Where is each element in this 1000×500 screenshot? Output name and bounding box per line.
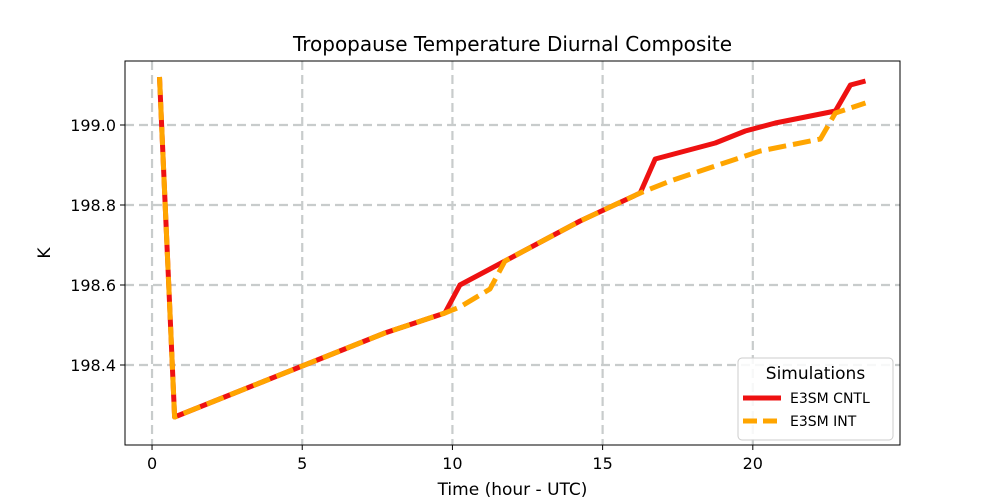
y-tick-label: 199.0 [70, 116, 116, 135]
y-tick-label: 198.8 [70, 196, 116, 215]
x-tick-label: 20 [743, 454, 763, 473]
x-tick-label: 5 [297, 454, 307, 473]
x-tick-label: 15 [592, 454, 612, 473]
legend-label-e3sm-int: E3SM INT [790, 414, 857, 430]
x-tick-label: 0 [147, 454, 157, 473]
legend: Simulations E3SM CNTL E3SM INT [737, 357, 894, 441]
y-tick-label: 198.6 [70, 276, 116, 295]
y-axis-label: K [35, 247, 55, 259]
x-axis-label: Time (hour - UTC) [437, 480, 588, 500]
plot-frame [124, 60, 901, 446]
x-tick-label: 10 [442, 454, 462, 473]
ticks: 0 5 10 15 20 198.4 198.6 198.8 199.0 [70, 116, 763, 473]
series-layer [157, 76, 867, 420]
series-line-e3sm-int [157, 76, 867, 420]
y-tick-label: 198.4 [70, 356, 116, 375]
chart-title: Tropopause Temperature Diurnal Composite [292, 32, 732, 56]
legend-label-e3sm-cntl: E3SM CNTL [790, 391, 870, 407]
legend-title: Simulations [766, 364, 866, 384]
